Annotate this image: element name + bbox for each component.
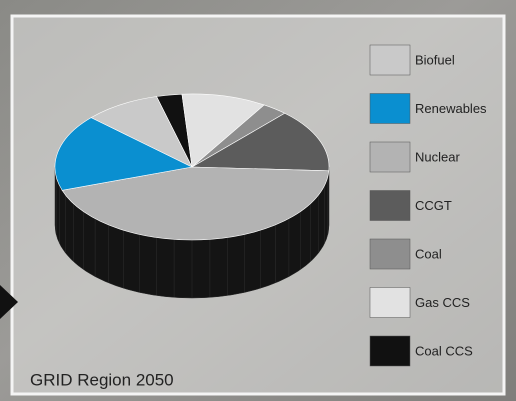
arrow: [0, 285, 18, 319]
legend: Biofuel Renewables Nuclear CCGT Coal Gas CCS C…: [369, 44, 487, 367]
legend-swatch: [369, 190, 411, 221]
legend-label: Renewables: [415, 101, 487, 116]
pie-slice: [61, 166, 330, 241]
pie-slice: [190, 112, 330, 172]
pie-slice: [54, 117, 193, 191]
legend-swatch: [369, 335, 411, 367]
legend-swatch: [369, 287, 411, 318]
legend-label: Coal: [415, 246, 442, 261]
chart-title: GRID Region 2050: [30, 370, 174, 389]
pie-slice: [90, 96, 193, 168]
legend-label: Gas CCS: [415, 295, 470, 310]
legend-label: CCGT: [415, 198, 452, 213]
legend-swatch: [369, 93, 411, 124]
pie: [54, 93, 330, 299]
legend-label: Biofuel: [415, 52, 455, 67]
pie-slice: [181, 93, 265, 168]
legend-label: Coal CCS: [415, 343, 473, 358]
legend-label: Nuclear: [415, 149, 460, 164]
legend-swatch: [369, 44, 411, 76]
legend-swatch: [369, 141, 411, 173]
legend-swatch: [369, 238, 411, 270]
